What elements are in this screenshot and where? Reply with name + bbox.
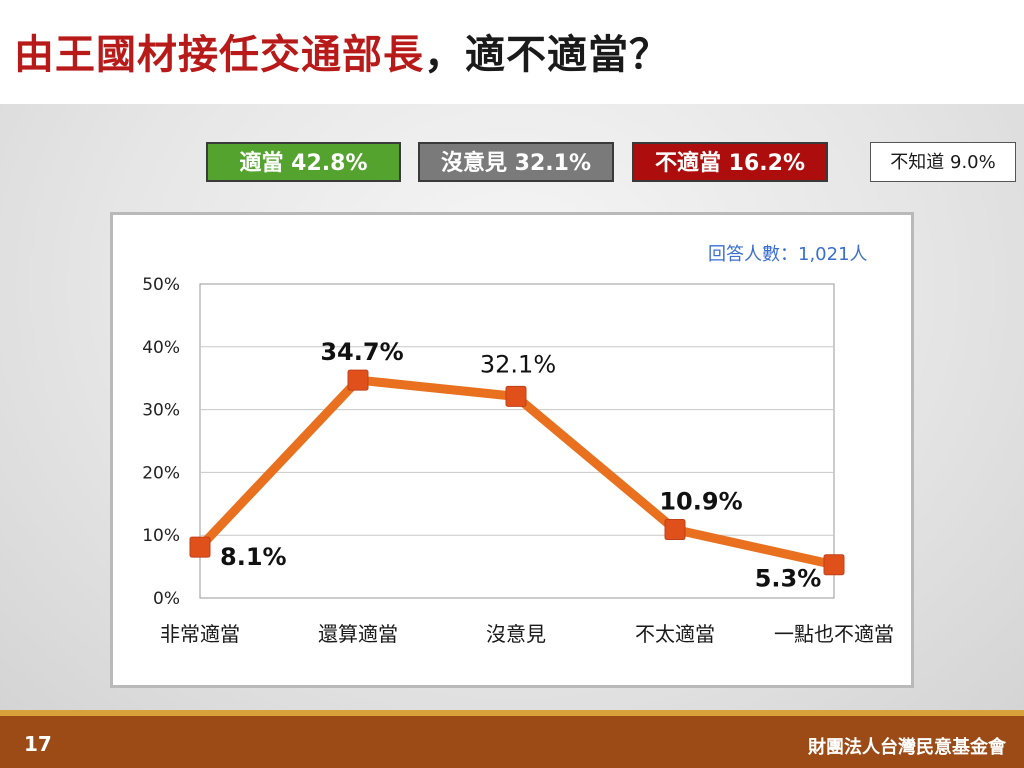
badge-dont-know: 不知道 9.0% <box>870 142 1016 182</box>
title-bar <box>0 0 1024 104</box>
footer-bar <box>0 716 1024 768</box>
y-tick-label: 10% <box>142 526 180 546</box>
data-point <box>347 369 369 391</box>
footer-accent-line <box>0 710 1024 716</box>
x-tick-label: 一點也不適當 <box>774 622 894 646</box>
x-tick-label: 非常適當 <box>160 622 240 646</box>
y-tick-label: 40% <box>142 338 180 358</box>
data-label: 8.1% <box>220 543 287 571</box>
organization-name: 財團法人台灣民意基金會 <box>808 737 1006 758</box>
y-tick-label: 20% <box>142 463 180 483</box>
chart-panel <box>110 212 914 688</box>
data-label: 34.7% <box>320 338 403 366</box>
x-tick-label: 還算適當 <box>318 622 398 646</box>
title-part-2: ，適不適當？ <box>424 32 670 78</box>
plot-area <box>199 283 835 599</box>
data-label: 5.3% <box>755 565 822 593</box>
badge-appropriate: 適當 42.8% <box>206 142 401 182</box>
respondent-count: 回答人數：1,021人 <box>708 244 868 265</box>
page-number: 17 <box>24 732 52 756</box>
data-point <box>505 385 527 407</box>
data-point <box>664 519 686 541</box>
slide-title: 由王國材接任交通部長，適不適當？ <box>14 22 670 80</box>
y-tick-label: 50% <box>142 275 180 295</box>
x-tick-label: 不太適當 <box>635 622 715 646</box>
data-label: 10.9% <box>659 488 742 516</box>
badge-no-opinion: 沒意見 32.1% <box>418 142 614 182</box>
data-point <box>823 554 845 576</box>
data-point <box>189 536 211 558</box>
y-tick-label: 30% <box>142 401 180 421</box>
y-tick-label: 0% <box>153 589 180 609</box>
x-tick-label: 沒意見 <box>486 622 546 646</box>
title-part-1: 由王國材接任交通部長 <box>14 32 424 78</box>
badge-inappropriate: 不適當 16.2% <box>632 142 828 182</box>
data-label: 32.1% <box>480 350 556 378</box>
